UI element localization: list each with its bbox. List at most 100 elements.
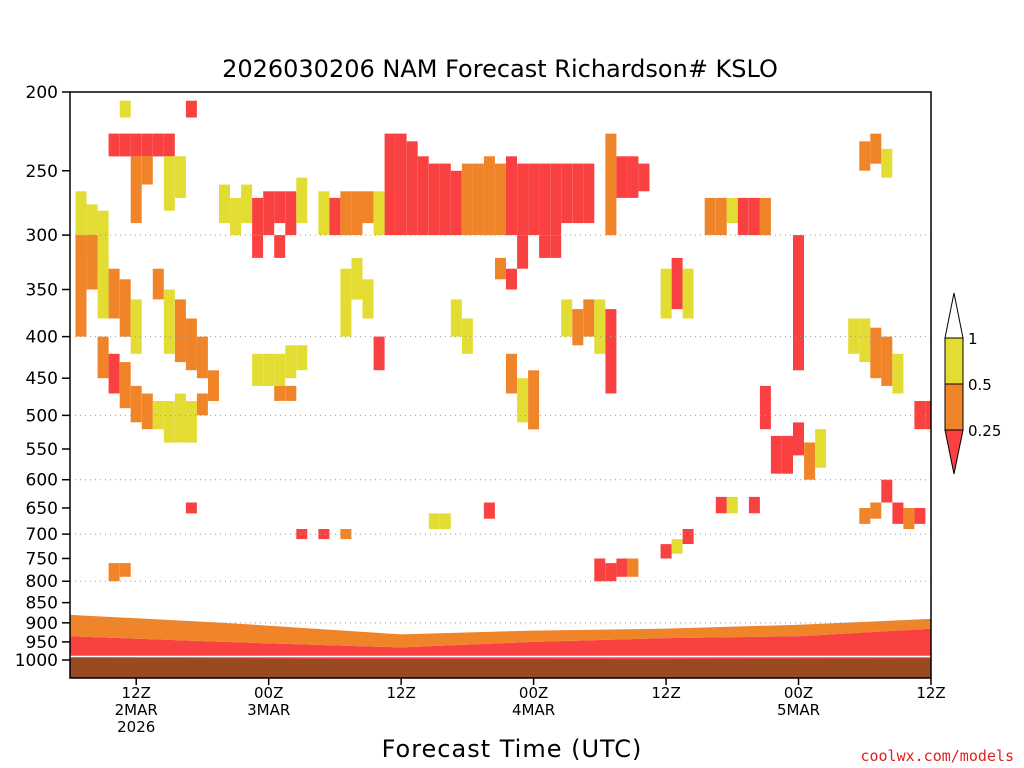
heatmap-cell bbox=[461, 318, 473, 354]
x-tick-label: 2MAR bbox=[115, 701, 158, 719]
heatmap-cell bbox=[594, 299, 606, 354]
legend-top-arrow bbox=[944, 292, 964, 339]
heatmap-cell bbox=[638, 163, 650, 192]
y-tick-label: 550 bbox=[26, 440, 58, 460]
heatmap-cell bbox=[616, 156, 628, 198]
heatmap-cell bbox=[185, 318, 197, 371]
heatmap-cell bbox=[660, 268, 672, 319]
heatmap-cell bbox=[870, 133, 882, 164]
y-tick-label: 400 bbox=[26, 328, 58, 348]
heatmap-cell bbox=[881, 336, 893, 386]
heatmap-cell bbox=[682, 268, 694, 319]
heatmap-cell bbox=[75, 235, 87, 337]
heatmap-cell bbox=[627, 156, 639, 198]
richardson-cells bbox=[75, 100, 931, 582]
x-tick-label: 12Z bbox=[651, 684, 680, 702]
legend-swatch bbox=[944, 337, 964, 385]
heatmap-cell bbox=[97, 210, 109, 269]
heatmap-cell bbox=[748, 197, 760, 236]
heatmap-cell bbox=[859, 318, 871, 363]
heatmap-cell bbox=[428, 513, 440, 530]
heatmap-cell bbox=[715, 197, 727, 236]
heatmap-cell bbox=[517, 163, 529, 236]
heatmap-cell bbox=[285, 191, 297, 236]
heatmap-cell bbox=[252, 235, 264, 258]
surface-red-band bbox=[70, 627, 931, 660]
heatmap-cell bbox=[141, 156, 153, 185]
heatmap-cell bbox=[274, 235, 286, 258]
heatmap-cell bbox=[506, 268, 517, 290]
heatmap-cell bbox=[539, 163, 551, 236]
y-tick-label: 700 bbox=[26, 525, 58, 545]
heatmap-cell bbox=[914, 401, 926, 430]
heatmap-cell bbox=[583, 163, 595, 224]
heatmap-cell bbox=[726, 197, 738, 224]
heatmap-cell bbox=[495, 163, 506, 236]
heatmap-cell bbox=[119, 279, 131, 337]
heatmap-cell bbox=[870, 502, 882, 519]
heatmap-cell bbox=[605, 133, 617, 236]
heatmap-cell bbox=[881, 148, 893, 178]
heatmap-cell bbox=[86, 235, 98, 290]
heatmap-cell bbox=[296, 529, 308, 540]
heatmap-cell bbox=[329, 197, 341, 236]
heatmap-cell bbox=[848, 318, 860, 354]
x-axis-title: Forecast Time (UTC) bbox=[382, 735, 643, 763]
heatmap-cell bbox=[793, 422, 804, 456]
heatmap-cell bbox=[274, 191, 286, 224]
chart-title: 2026030206 NAM Forecast Richardson# KSLO bbox=[222, 55, 778, 83]
heatmap-cell bbox=[174, 299, 186, 363]
heatmap-cell bbox=[86, 204, 98, 258]
y-tick-label: 750 bbox=[26, 549, 58, 569]
heatmap-cell bbox=[528, 163, 540, 236]
y-tick-label: 900 bbox=[26, 614, 58, 634]
heatmap-cell bbox=[892, 353, 904, 394]
heatmap-cell bbox=[605, 563, 617, 582]
heatmap-cell bbox=[881, 479, 893, 503]
heatmap-cell bbox=[130, 156, 142, 224]
heatmap-cell bbox=[174, 393, 186, 443]
heatmap-cell bbox=[263, 353, 275, 386]
heatmap-cell bbox=[208, 370, 219, 401]
heatmap-cell bbox=[130, 299, 142, 354]
heatmap-cell bbox=[152, 268, 164, 300]
heatmap-cell bbox=[285, 385, 297, 401]
heatmap-cell bbox=[97, 336, 109, 379]
x-tick-label: 00Z bbox=[784, 684, 813, 702]
heatmap-cell bbox=[550, 235, 562, 258]
heatmap-cell bbox=[75, 191, 87, 236]
heatmap-cell bbox=[152, 133, 164, 157]
y-tick-label: 800 bbox=[26, 572, 58, 592]
heatmap-cell bbox=[539, 235, 551, 258]
heatmap-cell bbox=[318, 191, 330, 236]
heatmap-cell bbox=[141, 133, 153, 157]
y-tick-label: 1000 bbox=[15, 651, 58, 671]
heatmap-cell bbox=[737, 197, 749, 236]
heatmap-cell bbox=[506, 353, 517, 394]
y-tick-label: 950 bbox=[26, 633, 58, 653]
heatmap-cell bbox=[616, 558, 628, 577]
surface-orange-band bbox=[70, 614, 931, 648]
heatmap-cell bbox=[770, 435, 782, 474]
heatmap-cell bbox=[373, 336, 385, 371]
heatmap-cell bbox=[108, 353, 120, 394]
y-tick-label: 850 bbox=[26, 594, 58, 614]
heatmap-cell bbox=[108, 133, 120, 157]
heatmap-cell bbox=[483, 156, 495, 236]
boundary-layer-bands bbox=[70, 614, 931, 678]
heatmap-cell bbox=[506, 156, 517, 236]
heatmap-cell bbox=[119, 563, 131, 577]
heatmap-cell bbox=[859, 141, 871, 171]
heatmap-cell bbox=[793, 235, 804, 371]
heatmap-cell bbox=[461, 163, 473, 236]
heatmap-cell bbox=[417, 156, 429, 236]
legend-swatch bbox=[944, 383, 964, 431]
x-tick-label: 5MAR bbox=[777, 701, 820, 719]
heatmap-cell bbox=[296, 177, 308, 224]
heatmap-cell bbox=[859, 508, 871, 524]
heatmap-cell bbox=[362, 279, 374, 319]
heatmap-cell bbox=[185, 100, 197, 118]
y-axis: 200 250 300 350 400 450 500 550 600 650 700 750 8008… bbox=[15, 83, 70, 671]
x-tick-label: 00Z bbox=[519, 684, 548, 702]
